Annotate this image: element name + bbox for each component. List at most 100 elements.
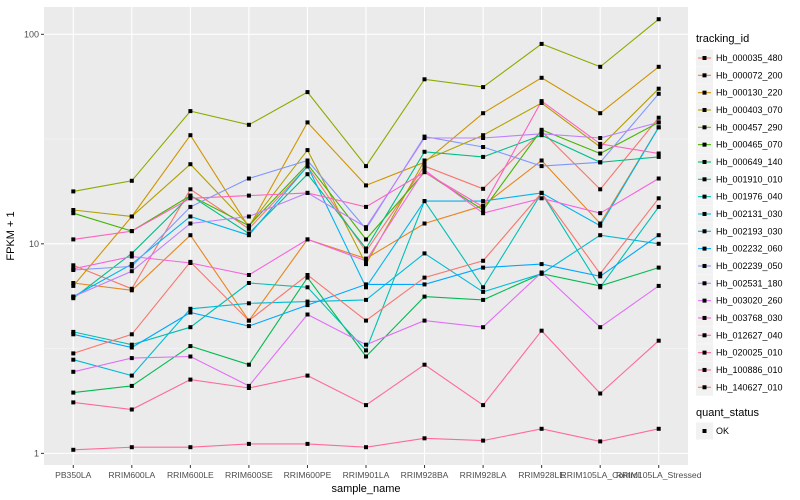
data-point	[306, 374, 310, 378]
data-point	[657, 339, 661, 343]
data-point	[481, 85, 485, 89]
data-point	[364, 343, 368, 347]
data-point	[657, 92, 661, 96]
legend-label: Hb_100886_010	[716, 365, 783, 375]
legend-label: Hb_000457_290	[716, 122, 783, 132]
data-point	[598, 211, 602, 215]
data-point	[657, 120, 661, 124]
data-point	[247, 194, 251, 198]
data-point	[364, 225, 368, 229]
data-point	[71, 400, 75, 404]
data-point	[423, 222, 427, 226]
line-chart: 110100 PB350LA RRIM600LA RRIM600LE RRIM600S…	[0, 0, 800, 500]
data-point	[657, 196, 661, 200]
data-point	[306, 285, 310, 289]
x-axis: PB350LA RRIM600LA RRIM600LE RRIM600SE RRIM60…	[55, 465, 702, 480]
data-point	[598, 136, 602, 140]
data-point	[540, 128, 544, 132]
data-point	[71, 284, 75, 288]
data-point	[657, 205, 661, 209]
data-point	[657, 17, 661, 21]
data-point	[188, 162, 192, 166]
data-point	[306, 237, 310, 241]
data-point	[71, 448, 75, 452]
data-point	[364, 403, 368, 407]
legend-label: Hb_002531_180	[716, 278, 783, 288]
data-point	[71, 295, 75, 299]
legend-label: Hb_002239_050	[716, 261, 783, 271]
data-point	[598, 325, 602, 329]
legend-key-point	[703, 212, 707, 216]
legend-key-point	[703, 299, 707, 303]
data-point	[364, 237, 368, 241]
data-point	[423, 251, 427, 255]
data-point	[188, 307, 192, 311]
data-point	[423, 282, 427, 286]
legend-label: Hb_001910_010	[716, 174, 783, 184]
data-point	[188, 233, 192, 237]
data-point	[657, 233, 661, 237]
data-point	[657, 87, 661, 91]
data-point	[481, 285, 485, 289]
data-point	[130, 384, 134, 388]
data-point	[481, 439, 485, 443]
legend-key-point	[703, 143, 707, 147]
legend-key-point	[703, 385, 707, 389]
data-point	[598, 160, 602, 164]
data-point	[188, 133, 192, 137]
data-point	[598, 285, 602, 289]
data-point	[247, 273, 251, 277]
data-point	[598, 111, 602, 115]
data-point	[423, 170, 427, 174]
data-point	[306, 191, 310, 195]
data-point	[130, 288, 134, 292]
data-point	[306, 442, 310, 446]
data-point	[598, 233, 602, 237]
data-point	[481, 290, 485, 294]
data-point	[481, 205, 485, 209]
data-point	[540, 99, 544, 103]
legend-key-point	[703, 195, 707, 199]
legend-key-point	[703, 160, 707, 164]
data-point	[364, 348, 368, 352]
data-point	[130, 408, 134, 412]
legend-label: Hb_003020_260	[716, 296, 783, 306]
legend-key-point	[703, 125, 707, 129]
data-point	[71, 358, 75, 362]
legend-key-point	[703, 229, 707, 233]
data-point	[423, 199, 427, 203]
data-point	[657, 116, 661, 120]
data-point	[481, 187, 485, 191]
legend-label: Hb_000403_070	[716, 105, 783, 115]
data-point	[481, 111, 485, 115]
legend-label: Hb_020025_010	[716, 348, 783, 358]
legend-key-point	[703, 368, 707, 372]
data-point	[247, 363, 251, 367]
data-point	[306, 148, 310, 152]
data-point	[71, 267, 75, 271]
legend-key-point	[703, 91, 707, 95]
data-point	[657, 266, 661, 270]
data-point	[188, 205, 192, 209]
data-point	[71, 332, 75, 336]
y-tick-label: 10	[29, 239, 39, 249]
data-point	[598, 187, 602, 191]
legend-label: Hb_002232_060	[716, 244, 783, 254]
data-point	[540, 191, 544, 195]
data-point	[364, 205, 368, 209]
legend-key-point	[703, 73, 707, 77]
data-point	[598, 142, 602, 146]
y-axis-title: FPKM + 1	[5, 211, 17, 260]
data-point	[130, 332, 134, 336]
x-tick-label: RRIM928LE	[518, 470, 565, 480]
data-point	[540, 329, 544, 333]
legend-key-point	[703, 247, 707, 251]
data-point	[657, 284, 661, 288]
legend-label: Hb_012627_040	[716, 330, 783, 340]
data-point	[71, 370, 75, 374]
data-point	[306, 303, 310, 307]
legend-label: Hb_000465_070	[716, 140, 783, 150]
data-point	[598, 152, 602, 156]
data-point	[306, 164, 310, 168]
data-point	[130, 269, 134, 273]
